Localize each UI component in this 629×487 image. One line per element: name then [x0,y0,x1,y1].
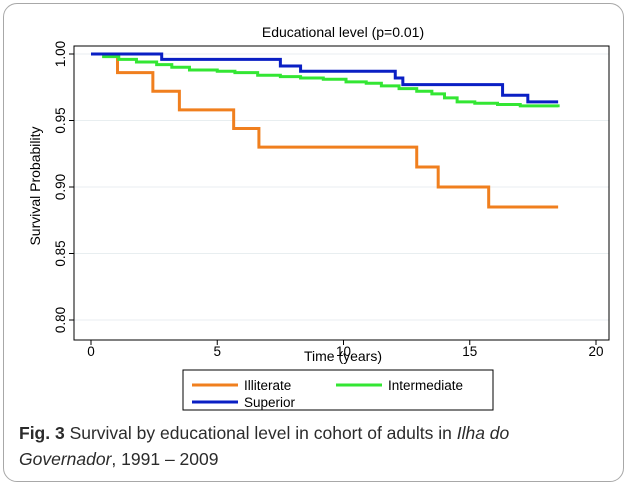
x-tick-label: 5 [213,344,221,359]
legend: Illiterate Intermediate Superior [182,369,494,411]
y-tick-label: 0.85 [53,240,68,266]
y-tick-label: 1.00 [53,41,68,67]
chart-title: Educational level (p=0.01) [262,24,424,40]
figure-caption: Fig. 3 Survival by educational level in … [19,420,609,472]
series-lines [91,52,560,209]
y-tick-label: 0.95 [53,107,68,133]
caption-text-part2: , 1991 – 2009 [111,449,219,469]
y-tick-label: 0.80 [53,307,68,333]
axes: 0.80 0.85 0.90 0.95 1.00 0 5 10 15 20 [53,41,604,359]
caption-text-part1: Survival by educational level in cohort … [64,423,457,443]
plot-area [73,45,610,341]
y-axis-title: Survival Probability [27,126,43,245]
series-line-intermediate [91,52,560,108]
survival-chart: 0.80 0.85 0.90 0.95 1.00 0 5 10 15 20 Educational… [27,24,610,411]
caption-figure-label: Fig. 3 [19,423,65,443]
caption-place-name: Ilha do Governador [19,423,510,469]
series-line-superior [91,52,559,104]
series-line-illiterate [91,52,559,209]
legend-label-superior: Superior [244,395,296,410]
x-tick-label: 10 [336,344,351,359]
legend-label-illiterate: Illiterate [244,378,291,393]
legend-label-intermediate: Intermediate [388,378,463,393]
x-tick-label: 0 [87,344,95,359]
x-tick-label: 15 [462,344,477,359]
y-tick-label: 0.90 [53,174,68,200]
x-tick-label: 20 [588,344,603,359]
x-axis-title: Time (years) [304,348,382,364]
